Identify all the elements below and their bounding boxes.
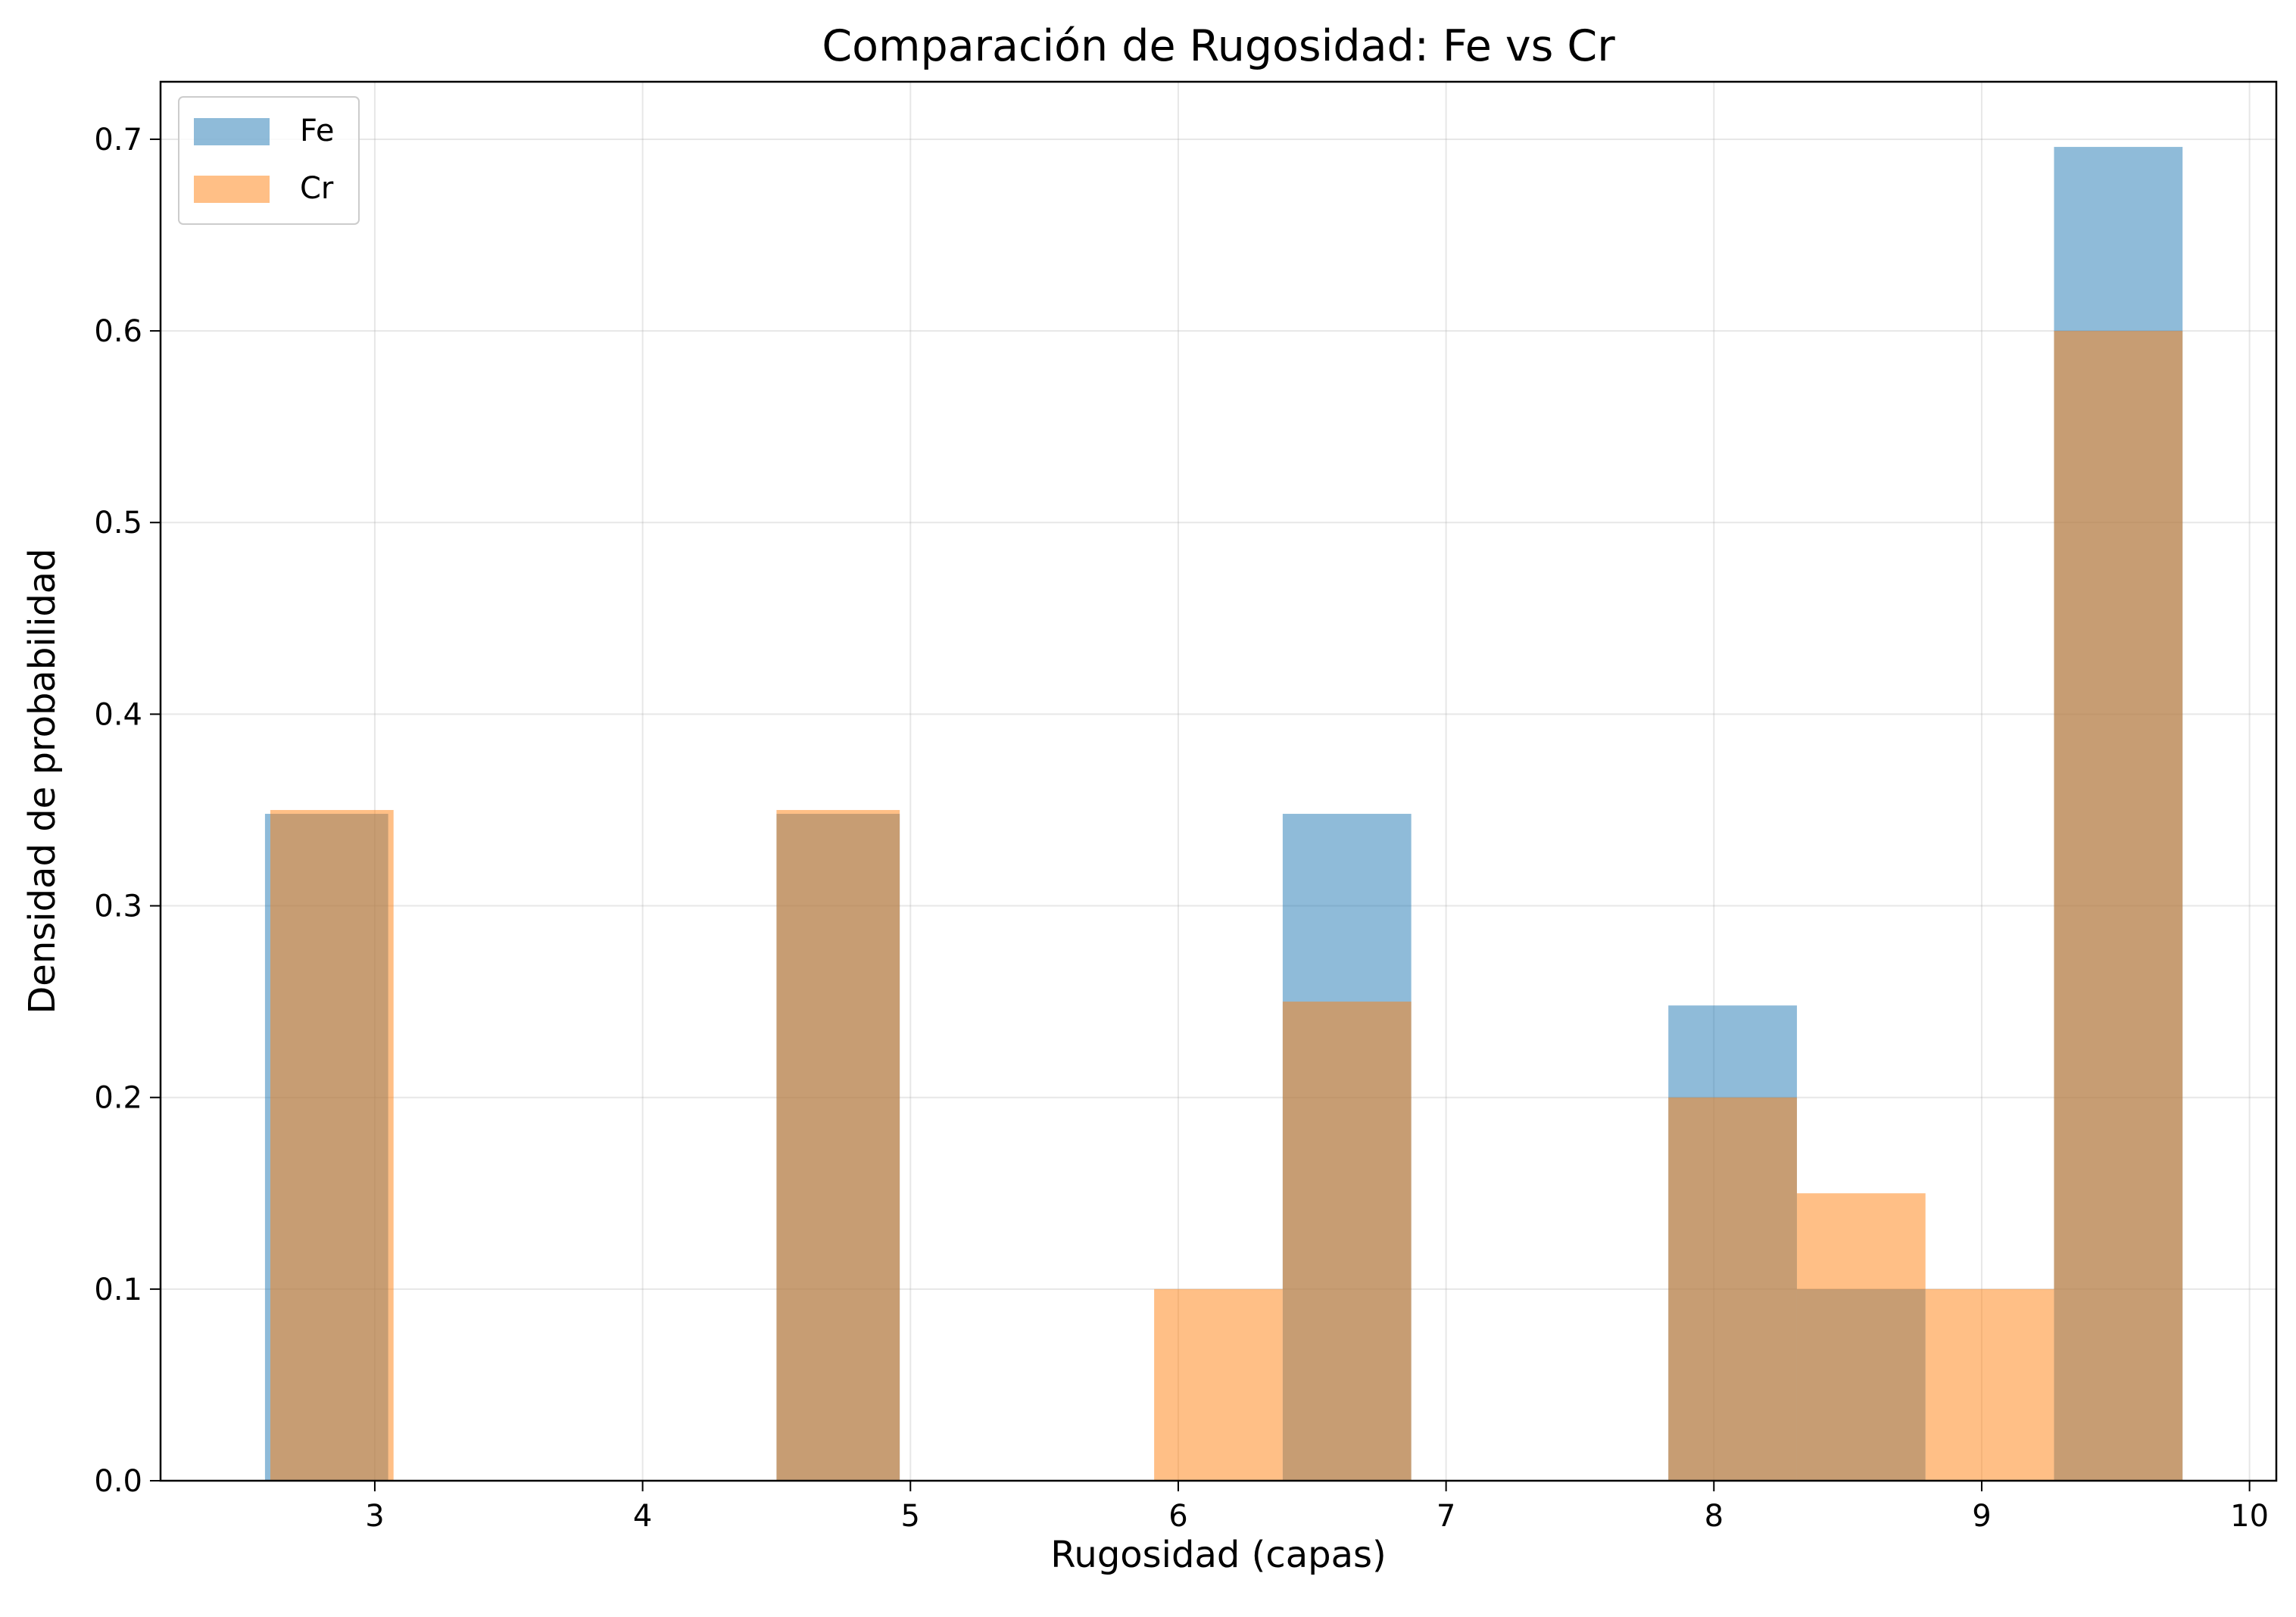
y-tick-label: 0.5 <box>94 506 142 541</box>
bars <box>264 147 2183 1481</box>
y-axis-title: Densidad de probabilidad <box>21 548 64 1014</box>
bar-cr-5 <box>1796 1193 1926 1481</box>
legend-label-fe: Fe <box>300 114 334 148</box>
bar-cr-1 <box>776 809 900 1481</box>
x-tick-label: 5 <box>901 1499 920 1534</box>
plot-frame <box>159 80 2278 1482</box>
x-axis-title: Rugosidad (capas) <box>1050 1534 1387 1576</box>
legend-swatch-fe <box>194 118 270 145</box>
bar-cr-0 <box>270 809 394 1481</box>
bar-cr-7 <box>2054 331 2183 1481</box>
x-tick-label: 8 <box>1705 1499 1724 1534</box>
bar-cr-3 <box>1282 1002 1412 1481</box>
bar-cr-4 <box>1668 1097 1797 1481</box>
y-tick-label: 0.4 <box>94 697 142 732</box>
y-tick-label: 0.3 <box>94 890 142 924</box>
x-tick-label: 4 <box>633 1499 652 1534</box>
bar-cr-6 <box>1925 1288 2054 1481</box>
chart-title: Comparación de Rugosidad: Fe vs Cr <box>822 21 1615 71</box>
legend-label-cr: Cr <box>300 171 334 206</box>
legend-swatch-cr <box>194 176 270 203</box>
legend: Fe Cr <box>178 96 360 225</box>
bar-cr-2 <box>1154 1288 1283 1481</box>
y-tick-label: 0.2 <box>94 1081 142 1116</box>
y-tick-label: 0.1 <box>94 1273 142 1307</box>
x-tick-label: 7 <box>1437 1499 1455 1534</box>
x-tick-label: 6 <box>1168 1499 1187 1534</box>
y-tick-label: 0.7 <box>94 123 142 157</box>
x-tick-label: 10 <box>2230 1499 2269 1534</box>
y-tick-label: 0.6 <box>94 314 142 349</box>
y-tick-label: 0.0 <box>94 1464 142 1499</box>
x-tick-label: 3 <box>365 1499 384 1534</box>
axis-ticks: 3 4 5 6 7 8 9 10 0.0 0.1 0.2 0.3 0.4 0.5 0.6 0.7 <box>94 123 2269 1534</box>
x-tick-label: 9 <box>1972 1499 1991 1534</box>
